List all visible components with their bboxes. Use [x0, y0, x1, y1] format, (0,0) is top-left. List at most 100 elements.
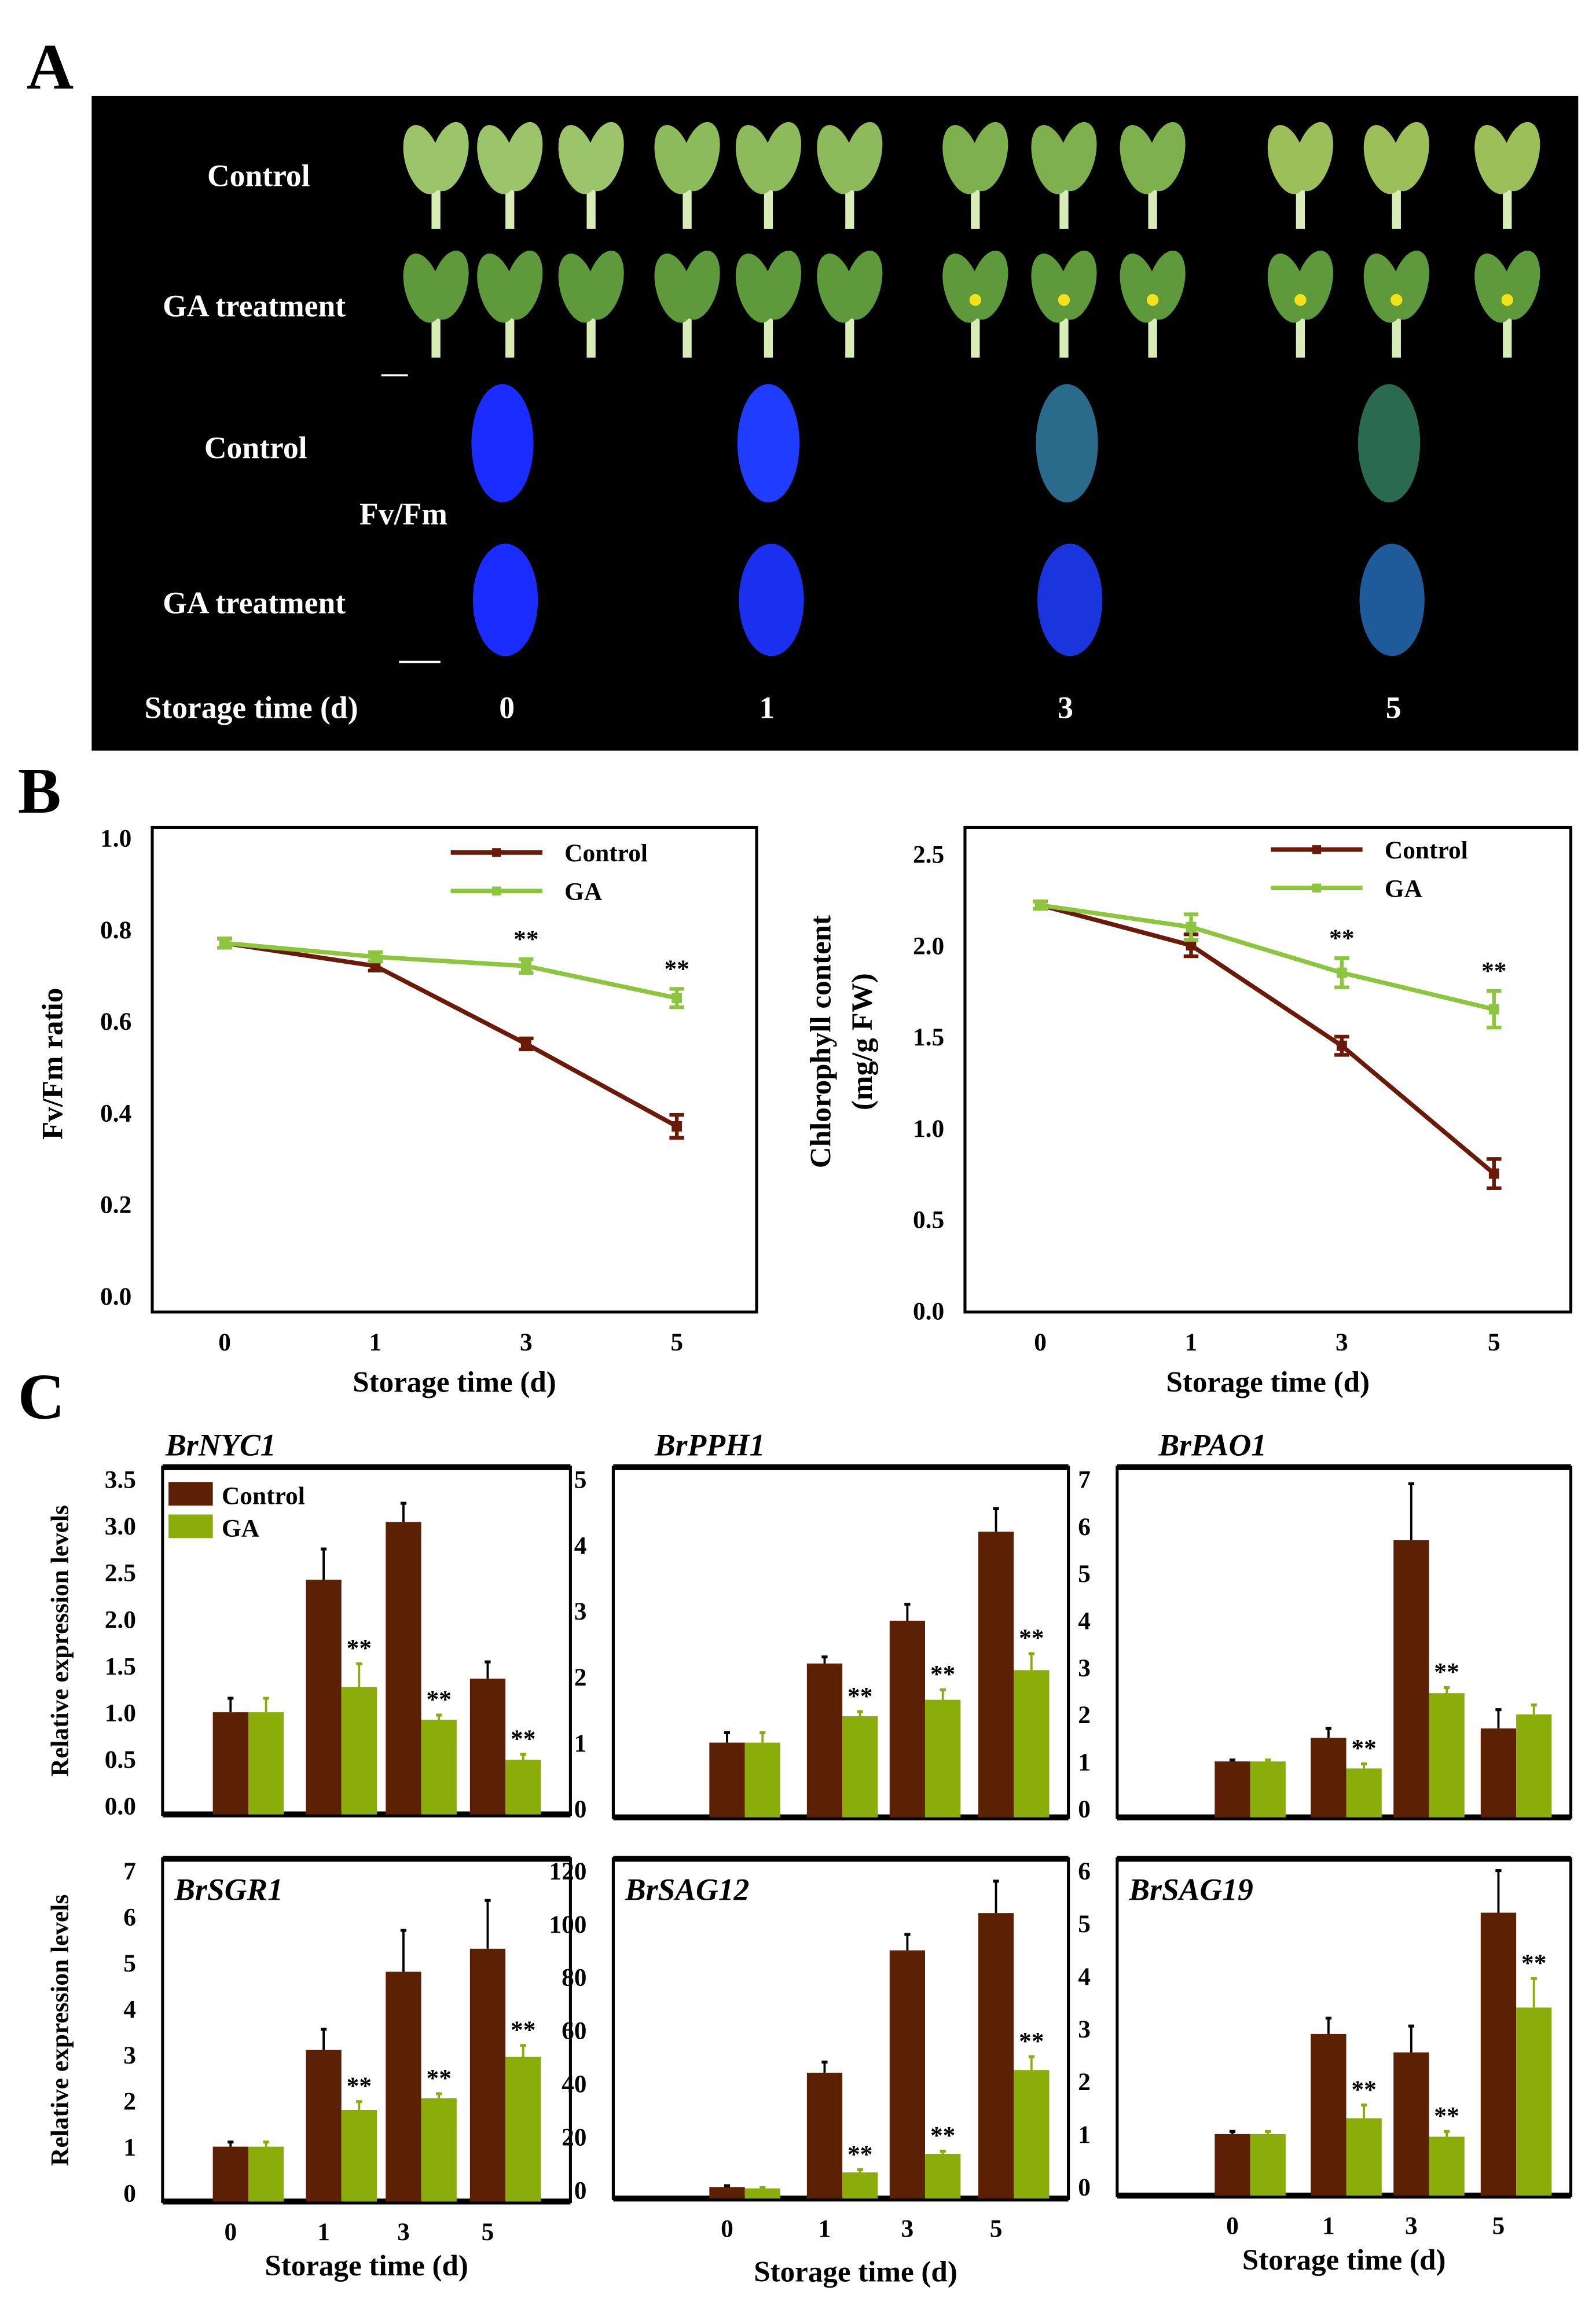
y-tick-label: 0.5 — [105, 1746, 136, 1774]
plant-leaf — [681, 250, 720, 320]
plant-leaf — [430, 122, 469, 192]
legend-swatch-ga — [168, 1514, 213, 1539]
bar-control — [709, 1742, 745, 1818]
legend-label: GA — [564, 878, 602, 906]
y-tick-label: 1 — [1078, 1748, 1091, 1776]
y-tick-label: 3.0 — [105, 1512, 136, 1540]
y-tick-label: 0.6 — [100, 1008, 131, 1036]
x-tick-label: 0 — [224, 2218, 237, 2246]
bar-ga — [1429, 1693, 1465, 1818]
y-tick-label: 7 — [123, 1857, 136, 1885]
bar-ga — [1250, 1761, 1286, 1818]
bar-control — [469, 1679, 506, 1815]
y-tick-label: 1 — [1078, 2121, 1091, 2149]
legend-marker — [1312, 883, 1322, 893]
x-tick-label: 5 — [1492, 2212, 1505, 2240]
y-tick-label: 100 — [549, 1911, 586, 1938]
row-label-ga-fvfm: GA treatment — [163, 585, 346, 620]
gene-title: BrNYC1 — [165, 1427, 276, 1462]
bar-ga — [1014, 1670, 1050, 1818]
data-point — [1488, 1168, 1499, 1179]
bar-ga — [421, 1720, 457, 1815]
y-tick-label: 4 — [1078, 1607, 1091, 1635]
x-tick-label: 3 — [1405, 2212, 1418, 2240]
plant-leaf — [969, 122, 1008, 192]
y-tick-label: 0 — [1078, 1796, 1091, 1823]
bar-control — [1393, 1540, 1429, 1818]
ga-plant-photo — [477, 250, 543, 358]
significance-marker: ** — [1521, 1949, 1546, 1977]
plant-leaf — [1390, 122, 1429, 192]
y-tick-label: 0.0 — [100, 1283, 131, 1310]
plant-leaf — [1294, 122, 1333, 192]
x-tick-label: 5 — [670, 1328, 683, 1356]
y-tick-label: 5 — [1078, 1910, 1091, 1938]
control-plant-photo — [1267, 122, 1333, 229]
y-tick-label: 20 — [562, 2123, 586, 2151]
gene-title: BrSAG12 — [625, 1873, 749, 1907]
significance-marker: ** — [930, 2122, 955, 2150]
significance-marker: ** — [347, 2072, 372, 2100]
x-tick-label: 3 — [397, 2218, 410, 2246]
significance-marker: ** — [1329, 924, 1354, 952]
legend-marker — [492, 848, 501, 857]
control-fvfm-leaf-image — [1357, 384, 1421, 502]
y-tick-label: 4 — [123, 1995, 136, 2023]
y-tick-label: 1.0 — [913, 1115, 944, 1143]
x-tick-label: 0 — [721, 2215, 733, 2243]
x-tick-label: 0 — [218, 1328, 231, 1356]
ga-plant-photo — [558, 250, 624, 358]
bar-control — [212, 2146, 248, 2202]
row-label-ga-plants: GA treatment — [163, 288, 346, 323]
control-plant-photo — [942, 122, 1008, 229]
row-label-control-plants: Control — [207, 159, 310, 193]
x-axis-label: Storage time (d) — [1242, 2244, 1446, 2277]
bar-ga — [248, 1712, 284, 1815]
significance-marker: ** — [511, 1725, 535, 1753]
x-tick-label: 1 — [369, 1328, 382, 1356]
legend-label: Control — [1385, 836, 1468, 864]
ga-fvfm-leaf-image — [1359, 544, 1425, 656]
bar-ga — [341, 1687, 377, 1815]
y-tick-label: 1 — [123, 2134, 136, 2161]
y-tick-label: 1.0 — [100, 825, 131, 853]
y-axis-label: Relative expression levels — [46, 1505, 74, 1776]
y-tick-label: 0.5 — [913, 1206, 944, 1234]
y-tick-label: 6 — [123, 1903, 136, 1931]
significance-marker: ** — [1019, 1624, 1044, 1652]
y-tick-label: 4 — [1078, 1963, 1091, 1991]
bar-ga — [505, 2057, 541, 2202]
plant-leaf — [504, 122, 543, 192]
y-tick-label: 5 — [574, 1466, 587, 1494]
plant-leaf — [585, 250, 624, 320]
x-tick-label: 3 — [520, 1328, 533, 1356]
x-tick-label: 5 — [482, 2218, 494, 2246]
y-tick-label: 1 — [574, 1730, 587, 1757]
bar-control — [306, 2050, 342, 2202]
significance-marker: ** — [1019, 2028, 1044, 2055]
y-tick-label: 5 — [1078, 1560, 1091, 1588]
y-tick-label: 3 — [1078, 2015, 1091, 2043]
x-tick-label: 3 — [1335, 1328, 1348, 1356]
ga-plant-photo — [817, 250, 883, 358]
control-fvfm-leaf-image — [471, 384, 534, 502]
bar-ga — [1014, 2070, 1050, 2199]
ga-plant-photo — [1474, 250, 1540, 358]
row-label-control-fvfm: Control — [204, 430, 307, 465]
bar-control — [1215, 2134, 1250, 2196]
bar-chart-BrPPH1: BrPPH1 0 1 2 3 4 5 ** ** ** — [574, 1427, 1070, 1823]
x-tick-label: 0 — [1226, 2212, 1239, 2240]
legend-label: GA — [1385, 875, 1422, 902]
bar-control — [1480, 1912, 1517, 2196]
ga-fvfm-leaf-image — [739, 544, 804, 656]
bar-control — [1311, 1738, 1346, 1818]
x-tick-label: 5 — [990, 2215, 1003, 2243]
gene-title: BrSAG19 — [1128, 1873, 1253, 1907]
significance-marker: ** — [1481, 957, 1506, 985]
y-tick-label: 7 — [1078, 1466, 1091, 1494]
bar-ga — [1346, 2118, 1382, 2196]
x-axis-label: Storage time (d) — [265, 2250, 468, 2282]
bar-ga — [925, 2153, 961, 2199]
series-line-ga — [1040, 902, 1495, 1012]
